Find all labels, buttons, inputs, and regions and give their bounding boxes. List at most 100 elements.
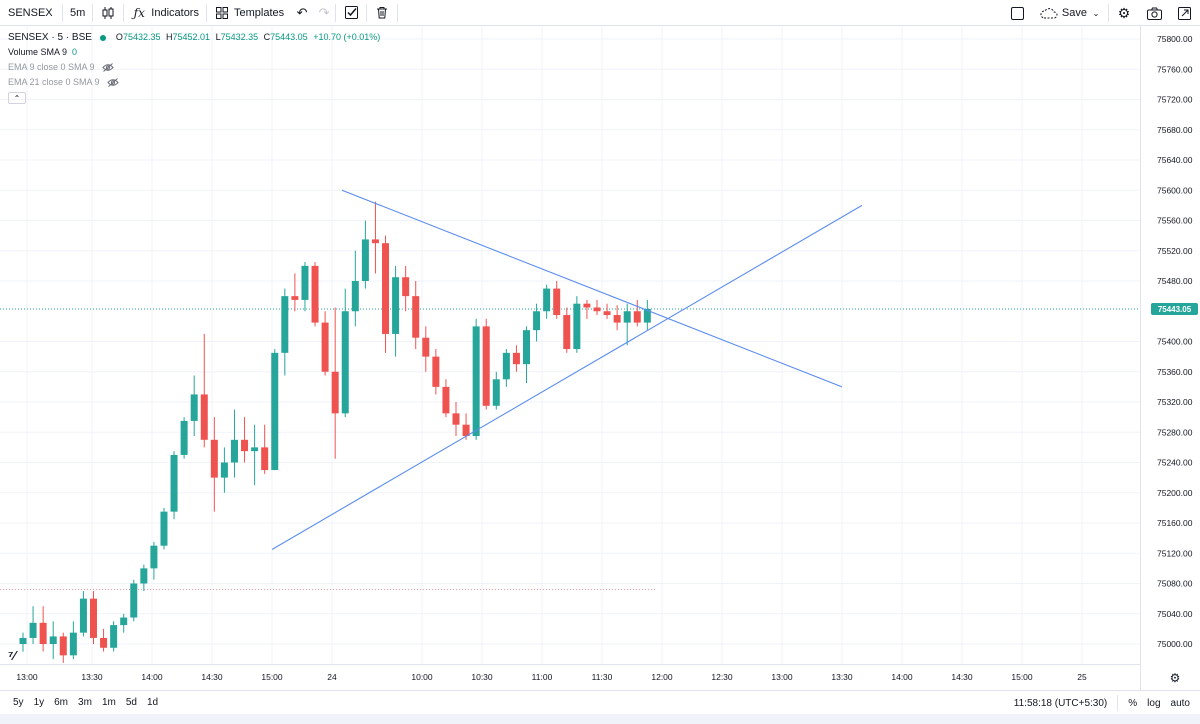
eye-hidden-icon[interactable] bbox=[105, 75, 121, 91]
legend-main-row: SENSEX · 5 · BSE O75432.35 H75452.01 L75… bbox=[8, 30, 380, 45]
candle-up bbox=[230, 439, 238, 463]
time-tick-label: 15:00 bbox=[1011, 672, 1033, 682]
tradingview-logo-icon[interactable]: ⁷⁄ bbox=[8, 648, 18, 663]
templates-button[interactable]: Templates bbox=[207, 0, 291, 26]
chart-type-button[interactable] bbox=[93, 0, 123, 26]
candle-up bbox=[623, 311, 631, 323]
candle-up bbox=[492, 379, 500, 406]
time-tick-label: 10:00 bbox=[411, 672, 433, 682]
settings-button[interactable]: ⚙ bbox=[1109, 0, 1139, 26]
symbol-label: SENSEX bbox=[8, 6, 53, 19]
last-price-badge bbox=[1151, 302, 1198, 315]
candle-up bbox=[120, 617, 128, 626]
collapse-legend-button[interactable]: ⌃ bbox=[8, 92, 26, 104]
cloud-icon bbox=[1040, 5, 1058, 21]
toolbar-divider bbox=[335, 3, 337, 22]
price-tick-label: 75040.00 bbox=[1157, 609, 1193, 619]
legend-ema21-row[interactable]: EMA 21 close 0 SMA 9 bbox=[8, 75, 380, 90]
layout-button[interactable] bbox=[1003, 0, 1033, 26]
candle-down bbox=[613, 315, 621, 323]
candles-icon bbox=[100, 5, 116, 21]
candle-up bbox=[190, 394, 198, 421]
candle-down bbox=[422, 337, 430, 357]
candle-down bbox=[442, 386, 450, 414]
candle-up bbox=[150, 545, 158, 569]
candle-down bbox=[241, 439, 249, 452]
candle-down bbox=[89, 598, 97, 638]
candle-down bbox=[200, 394, 208, 440]
price-tick-label: 75200.00 bbox=[1157, 488, 1193, 498]
toolbar-divider bbox=[366, 3, 368, 22]
time-tick-label: 13:30 bbox=[831, 672, 853, 682]
candle-down bbox=[321, 322, 329, 372]
range-button-1d[interactable]: 1d bbox=[146, 697, 159, 708]
auto-scale-toggle[interactable]: auto bbox=[1170, 697, 1190, 709]
legend-volume-row[interactable]: Volume SMA 9 0 bbox=[8, 45, 380, 60]
price-tick-label: 75720.00 bbox=[1157, 95, 1193, 105]
candle-up bbox=[251, 447, 259, 452]
templates-label: Templates bbox=[233, 6, 285, 19]
candle-down bbox=[512, 352, 520, 365]
price-chart[interactable]: 75800.00 75760.00 75720.00 75680.00 75640.00… bbox=[0, 26, 1200, 690]
symbol-search-button[interactable]: SENSEX bbox=[0, 0, 62, 26]
expand-icon bbox=[1176, 5, 1192, 21]
candle-down bbox=[563, 315, 571, 350]
candle-down bbox=[100, 637, 108, 648]
trash-icon bbox=[374, 5, 390, 21]
log-scale-toggle[interactable]: log bbox=[1147, 697, 1161, 709]
last-price-badge-label: 75443.05 bbox=[1158, 305, 1192, 314]
eye-hidden-icon[interactable] bbox=[100, 60, 116, 76]
candle-down bbox=[633, 311, 641, 323]
price-tick-label: 75680.00 bbox=[1157, 125, 1193, 135]
ascending-trendline[interactable] bbox=[271, 204, 863, 550]
range-button-1y[interactable]: 1y bbox=[33, 697, 45, 708]
time-tick-label: 11:30 bbox=[592, 672, 613, 682]
legend-volume-label: Volume SMA 9 bbox=[8, 47, 68, 57]
time-tick-label: 25 bbox=[1077, 672, 1087, 682]
candle-down bbox=[331, 371, 339, 414]
candle-up bbox=[49, 636, 57, 644]
candle-up bbox=[29, 622, 37, 638]
range-button-5d[interactable]: 5d bbox=[125, 697, 137, 708]
range-button-5y[interactable]: 5y bbox=[13, 697, 24, 708]
delete-button[interactable] bbox=[367, 0, 397, 26]
range-button-1m[interactable]: 1m bbox=[101, 697, 116, 708]
alert-checkbox-button[interactable] bbox=[336, 0, 366, 26]
legend-change: +10.70 (+0.01%) bbox=[313, 32, 381, 42]
candle-up bbox=[281, 296, 289, 353]
legend-volume-value: 0 bbox=[72, 47, 78, 57]
function-icon: ƒx bbox=[133, 5, 145, 20]
candle-up bbox=[160, 511, 168, 546]
chart-legend: SENSEX · 5 · BSE O75432.35 H75452.01 L75… bbox=[8, 30, 380, 104]
candle-down bbox=[382, 243, 390, 334]
legend-symbol[interactable]: SENSEX · 5 · BSE bbox=[8, 32, 92, 43]
legend-ema9-row[interactable]: EMA 9 close 0 SMA 9 bbox=[8, 60, 380, 75]
candle-down bbox=[261, 447, 269, 471]
save-button[interactable]: Save ⌄ bbox=[1033, 0, 1108, 26]
clock-display[interactable]: 11:58:18 (UTC+5:30) bbox=[1013, 697, 1108, 709]
candle-down bbox=[603, 311, 611, 316]
redo-button[interactable]: ↷ bbox=[313, 0, 335, 26]
fullscreen-button[interactable] bbox=[1169, 0, 1200, 26]
descending-trendline[interactable] bbox=[341, 189, 843, 388]
price-tick-label: 75120.00 bbox=[1157, 548, 1193, 558]
footer-strip bbox=[0, 714, 1200, 724]
snapshot-button[interactable] bbox=[1139, 0, 1169, 26]
undo-icon: ↶ bbox=[296, 4, 308, 20]
price-tick-label: 75800.00 bbox=[1157, 34, 1193, 44]
candle-up bbox=[523, 330, 530, 365]
axis-settings-gear-icon[interactable]: ⚙ bbox=[1170, 671, 1181, 685]
range-button-3m[interactable]: 3m bbox=[78, 697, 92, 708]
price-tick-label: 75360.00 bbox=[1157, 367, 1193, 377]
percent-scale-toggle[interactable]: % bbox=[1128, 697, 1138, 709]
indicators-button[interactable]: ƒx Indicators bbox=[124, 0, 206, 26]
range-button-6m[interactable]: 6m bbox=[54, 697, 69, 708]
indicators-label: Indicators bbox=[151, 6, 199, 19]
interval-button[interactable]: 5m bbox=[63, 0, 92, 26]
undo-button[interactable]: ↶ bbox=[291, 0, 313, 26]
candle-down bbox=[452, 413, 460, 425]
price-tick-label: 75240.00 bbox=[1157, 458, 1193, 468]
candle-up bbox=[79, 598, 87, 633]
candle-up bbox=[19, 637, 27, 644]
chevron-down-icon: ⌄ bbox=[1092, 8, 1100, 18]
